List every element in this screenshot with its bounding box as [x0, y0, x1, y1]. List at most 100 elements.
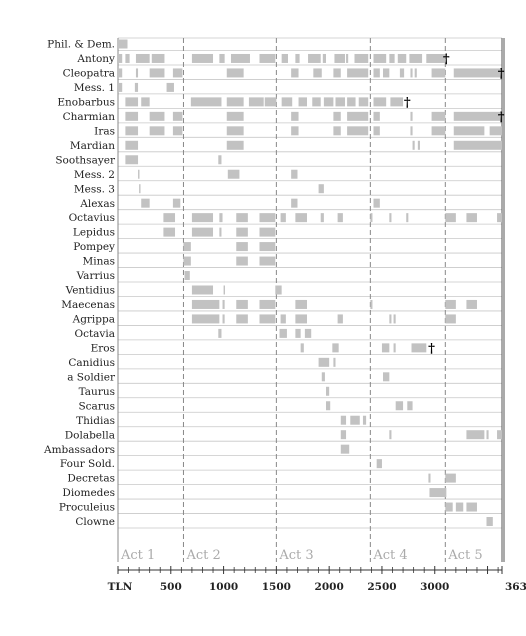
presence-bar — [172, 111, 183, 121]
character-label: Varrius — [76, 270, 115, 282]
presence-bar — [191, 299, 220, 309]
character-label: Scarus — [78, 400, 115, 412]
presence-bar — [362, 415, 367, 425]
presence-bar — [407, 401, 413, 411]
act-label: Act 5 — [447, 548, 482, 563]
presence-bar — [318, 357, 330, 367]
presence-bar — [118, 39, 128, 49]
presence-bar — [141, 97, 150, 107]
presence-bar — [218, 328, 222, 338]
character-label: Mess. 3 — [74, 183, 115, 195]
presence-bar — [191, 227, 214, 237]
character-label: Decretas — [67, 473, 115, 485]
presence-bar — [431, 111, 446, 121]
presence-bar — [347, 97, 356, 107]
presence-bar — [291, 126, 299, 136]
character-label: Agrippa — [72, 314, 115, 326]
presence-bar — [191, 213, 214, 223]
presence-bar — [376, 459, 382, 469]
presence-bar — [226, 126, 244, 136]
presence-bar — [236, 242, 248, 252]
presence-bar — [226, 97, 244, 107]
presence-bar — [354, 53, 369, 63]
presence-bar — [453, 68, 501, 78]
character-label: Octavius — [69, 212, 115, 224]
presence-bar — [393, 314, 396, 324]
character-rows — [118, 37, 502, 529]
presence-bar — [393, 343, 396, 353]
presence-bar — [486, 430, 489, 440]
character-label: Mardian — [70, 140, 115, 152]
presence-bar — [304, 328, 312, 338]
presence-bar — [395, 401, 404, 411]
presence-bar — [340, 430, 347, 440]
presence-bar — [259, 227, 276, 237]
presence-bar — [497, 213, 502, 223]
presence-bar — [125, 97, 139, 107]
presence-bar — [453, 140, 502, 150]
presence-bar — [373, 97, 387, 107]
presence-bar — [417, 140, 420, 150]
death-marker: † — [498, 66, 505, 81]
presence-bar — [298, 97, 307, 107]
presence-bar — [295, 53, 300, 63]
presence-bar — [125, 126, 139, 136]
act-label: Act 1 — [120, 548, 155, 563]
character-label: Enobarbus — [57, 96, 115, 108]
presence-bar — [291, 169, 298, 179]
character-label: Ventidius — [65, 285, 115, 297]
presence-bar — [236, 299, 248, 309]
presence-bar — [486, 517, 493, 527]
presence-bar — [135, 53, 150, 63]
character-label: Minas — [82, 256, 115, 268]
presence-bar — [139, 184, 141, 194]
presence-bar — [340, 415, 347, 425]
character-label: Charmian — [63, 111, 116, 123]
presence-bar — [291, 198, 298, 208]
axis-tick-label: 2500 — [367, 581, 396, 593]
character-label: Dolabella — [65, 429, 115, 441]
character-label: Alexas — [79, 198, 115, 210]
presence-bar — [222, 299, 225, 309]
act-label: Act 4 — [372, 548, 407, 563]
presence-bar — [347, 126, 369, 136]
presence-bar — [226, 111, 244, 121]
presence-bar — [227, 169, 240, 179]
presence-bar — [191, 285, 214, 295]
character-label: Clowne — [75, 516, 115, 528]
presence-bar — [445, 314, 456, 324]
character-label: Ambassadors — [43, 444, 115, 456]
presence-bar — [358, 97, 369, 107]
presence-bar — [151, 53, 165, 63]
presence-bar — [389, 213, 392, 223]
presence-bar — [138, 169, 140, 179]
presence-bar — [236, 256, 248, 266]
presence-bars — [118, 39, 502, 527]
presence-bar — [183, 242, 191, 252]
presence-bar — [466, 213, 477, 223]
presence-bar — [383, 68, 390, 78]
presence-bar — [248, 97, 264, 107]
presence-bar — [431, 68, 446, 78]
presence-bar — [149, 68, 165, 78]
presence-bar — [332, 343, 339, 353]
character-label: Cleopatra — [63, 68, 115, 80]
character-label: Proculeius — [59, 502, 115, 514]
presence-bar — [308, 53, 321, 63]
presence-bar — [280, 213, 286, 223]
presence-bar — [149, 126, 165, 136]
character-labels: Phil. & Dem. Antony Cleopatra Mess. 1 Enobar… — [43, 39, 116, 529]
axis-tick-label: 1500 — [262, 581, 291, 593]
presence-bar — [370, 299, 373, 309]
presence-bar — [125, 111, 139, 121]
presence-bar — [323, 97, 334, 107]
presence-bar — [431, 126, 446, 136]
presence-bar — [259, 242, 276, 252]
character-label: Canidius — [68, 357, 115, 369]
character-label: Soothsayer — [55, 154, 116, 166]
character-label: Mess. 2 — [74, 169, 115, 181]
presence-bar — [497, 430, 502, 440]
presence-bar — [295, 314, 307, 324]
presence-bar — [337, 314, 343, 324]
presence-bar — [219, 227, 222, 237]
